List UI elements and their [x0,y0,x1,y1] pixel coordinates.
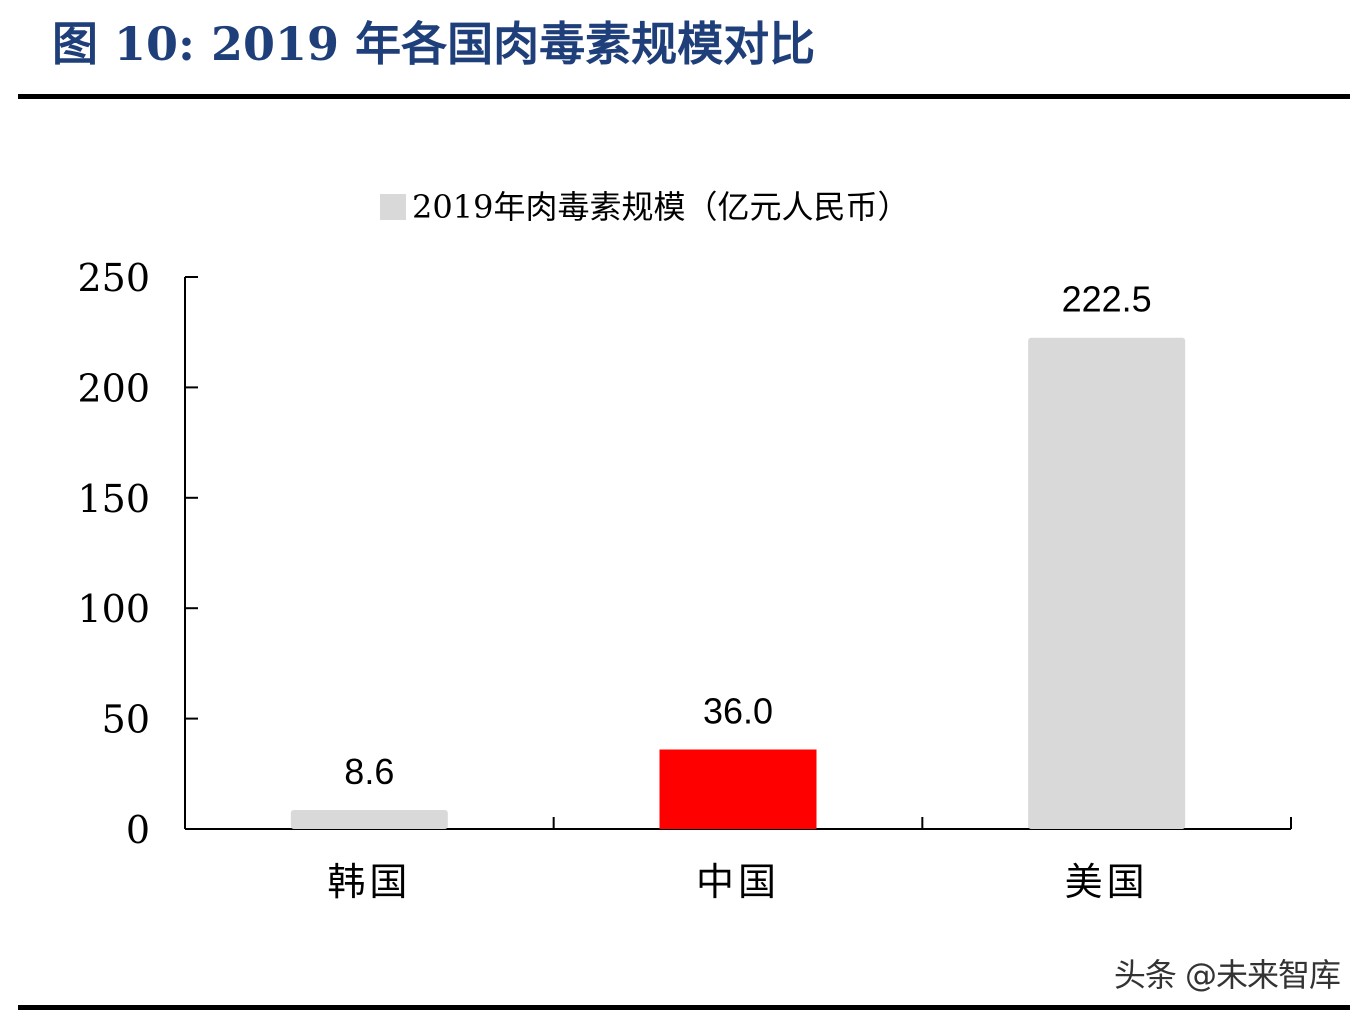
y-tick-label: 100 [77,587,150,631]
x-tick-label: 美国 [1065,860,1149,904]
y-tick-label: 200 [77,366,150,410]
watermark: 头条 @未来智库 [1113,956,1341,994]
data-label: 222.5 [1062,279,1152,320]
y-tick-label: 150 [77,477,150,521]
bar-中国 [659,749,817,829]
data-label: 36.0 [703,691,773,732]
legend-label: 2019年肉毒素规模（亿元人民币） [412,188,909,226]
y-tick-label: 50 [102,698,150,742]
y-tick-label: 250 [77,256,150,300]
x-tick-label: 中国 [696,860,780,904]
figure-title: 图 10: 2019 年各国肉毒素规模对比 [52,17,816,71]
data-label: 8.6 [344,751,394,792]
y-tick-label: 0 [126,808,150,852]
x-tick-label: 韩国 [327,860,411,904]
bar-美国 [1028,337,1186,829]
legend-swatch [380,194,406,220]
bottom-rule [18,1005,1350,1010]
bar-韩国 [290,810,448,829]
top-rule [18,94,1350,99]
